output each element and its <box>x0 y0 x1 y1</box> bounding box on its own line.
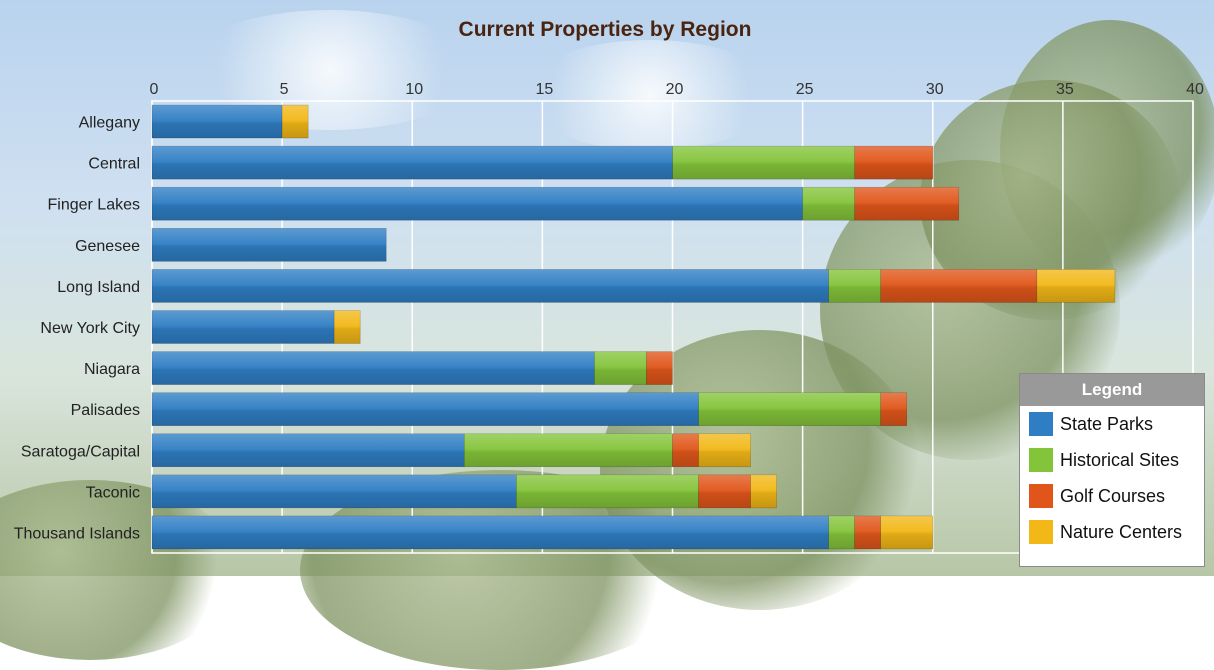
bar-segment-state-parks[interactable] <box>151 515 829 550</box>
legend-swatch <box>1029 412 1053 436</box>
bar-segment-nature-centers[interactable] <box>880 515 934 550</box>
x-tick-label: 30 <box>926 81 944 98</box>
legend-item-state-parks: State Parks <box>1020 406 1204 442</box>
legend-title: Legend <box>1020 374 1204 406</box>
bar-segment-golf-courses[interactable] <box>880 392 908 426</box>
bar-segment-golf-courses[interactable] <box>698 474 751 509</box>
y-category-label: Finger Lakes <box>48 197 141 214</box>
bar-segment-state-parks[interactable] <box>151 310 335 344</box>
y-category-label: Allegany <box>79 115 140 132</box>
bar-segment-historical-sites[interactable] <box>828 269 882 303</box>
y-category-label: Genesee <box>75 238 140 255</box>
legend-swatch <box>1029 448 1053 472</box>
bar-segment-golf-courses[interactable] <box>854 145 934 180</box>
bar-segment-golf-courses[interactable] <box>646 351 673 385</box>
legend-item-historical-sites: Historical Sites <box>1020 442 1204 478</box>
bar-segment-state-parks[interactable] <box>151 228 387 262</box>
legend-swatch <box>1029 520 1053 544</box>
y-category-label: Long Island <box>57 279 140 296</box>
bar-segment-historical-sites[interactable] <box>463 433 673 468</box>
x-tick-label: 25 <box>796 81 814 98</box>
x-tick-label: 40 <box>1186 81 1204 98</box>
bar-segment-golf-courses[interactable] <box>672 433 699 468</box>
y-category-label: New York City <box>40 320 140 337</box>
x-tick-label: 35 <box>1056 81 1074 98</box>
x-tick-label: 10 <box>405 81 423 98</box>
y-category-label: Palisades <box>71 402 140 419</box>
legend: Legend State Parks Historical Sites Golf… <box>1019 373 1205 567</box>
bar-segment-historical-sites[interactable] <box>594 351 647 385</box>
y-category-label: Saratoga/Capital <box>21 443 140 460</box>
bar-segment-golf-courses[interactable] <box>854 186 960 221</box>
bar-segment-historical-sites[interactable] <box>672 145 855 180</box>
x-tick-label: 15 <box>535 81 553 98</box>
bar-segment-state-parks[interactable] <box>151 351 595 385</box>
legend-swatch <box>1029 484 1053 508</box>
legend-label: Historical Sites <box>1060 449 1180 470</box>
y-category-label: Central <box>88 156 140 173</box>
y-category-label: Thousand Islands <box>14 525 140 542</box>
chart-title: Current Properties by Region <box>458 18 752 41</box>
legend-label: State Parks <box>1060 413 1154 434</box>
bar-segment-golf-courses[interactable] <box>880 269 1038 303</box>
y-category-label: Niagara <box>84 361 140 378</box>
x-tick-label: 5 <box>280 81 289 98</box>
bar-segment-historical-sites[interactable] <box>516 474 699 509</box>
bar-segment-historical-sites[interactable] <box>698 392 882 426</box>
bar-segment-golf-courses[interactable] <box>854 515 881 550</box>
bar-segment-state-parks[interactable] <box>151 145 673 180</box>
legend-item-nature-centers: Nature Centers <box>1020 514 1204 550</box>
x-tick-label: 0 <box>150 81 159 98</box>
bar-segment-nature-centers[interactable] <box>333 310 361 344</box>
y-category-label: Taconic <box>86 484 140 501</box>
bar-segment-state-parks[interactable] <box>151 186 803 221</box>
bar-segment-nature-centers[interactable] <box>698 433 751 468</box>
bar-segment-nature-centers[interactable] <box>750 474 777 509</box>
bar-segment-nature-centers[interactable] <box>1036 269 1116 303</box>
bar-segment-historical-sites[interactable] <box>828 515 855 550</box>
bar-segment-state-parks[interactable] <box>151 104 283 139</box>
x-tick-label: 20 <box>666 81 684 98</box>
bar-segment-nature-centers[interactable] <box>281 104 309 139</box>
legend-item-golf-courses: Golf Courses <box>1020 478 1204 514</box>
bar-segment-state-parks[interactable] <box>151 474 517 509</box>
legend-label: Golf Courses <box>1060 485 1166 506</box>
bar-segment-historical-sites[interactable] <box>802 186 855 221</box>
bar-segment-state-parks[interactable] <box>151 433 465 468</box>
legend-label: Nature Centers <box>1060 521 1183 542</box>
bar-segment-state-parks[interactable] <box>151 392 699 426</box>
bar-segment-state-parks[interactable] <box>151 269 829 303</box>
